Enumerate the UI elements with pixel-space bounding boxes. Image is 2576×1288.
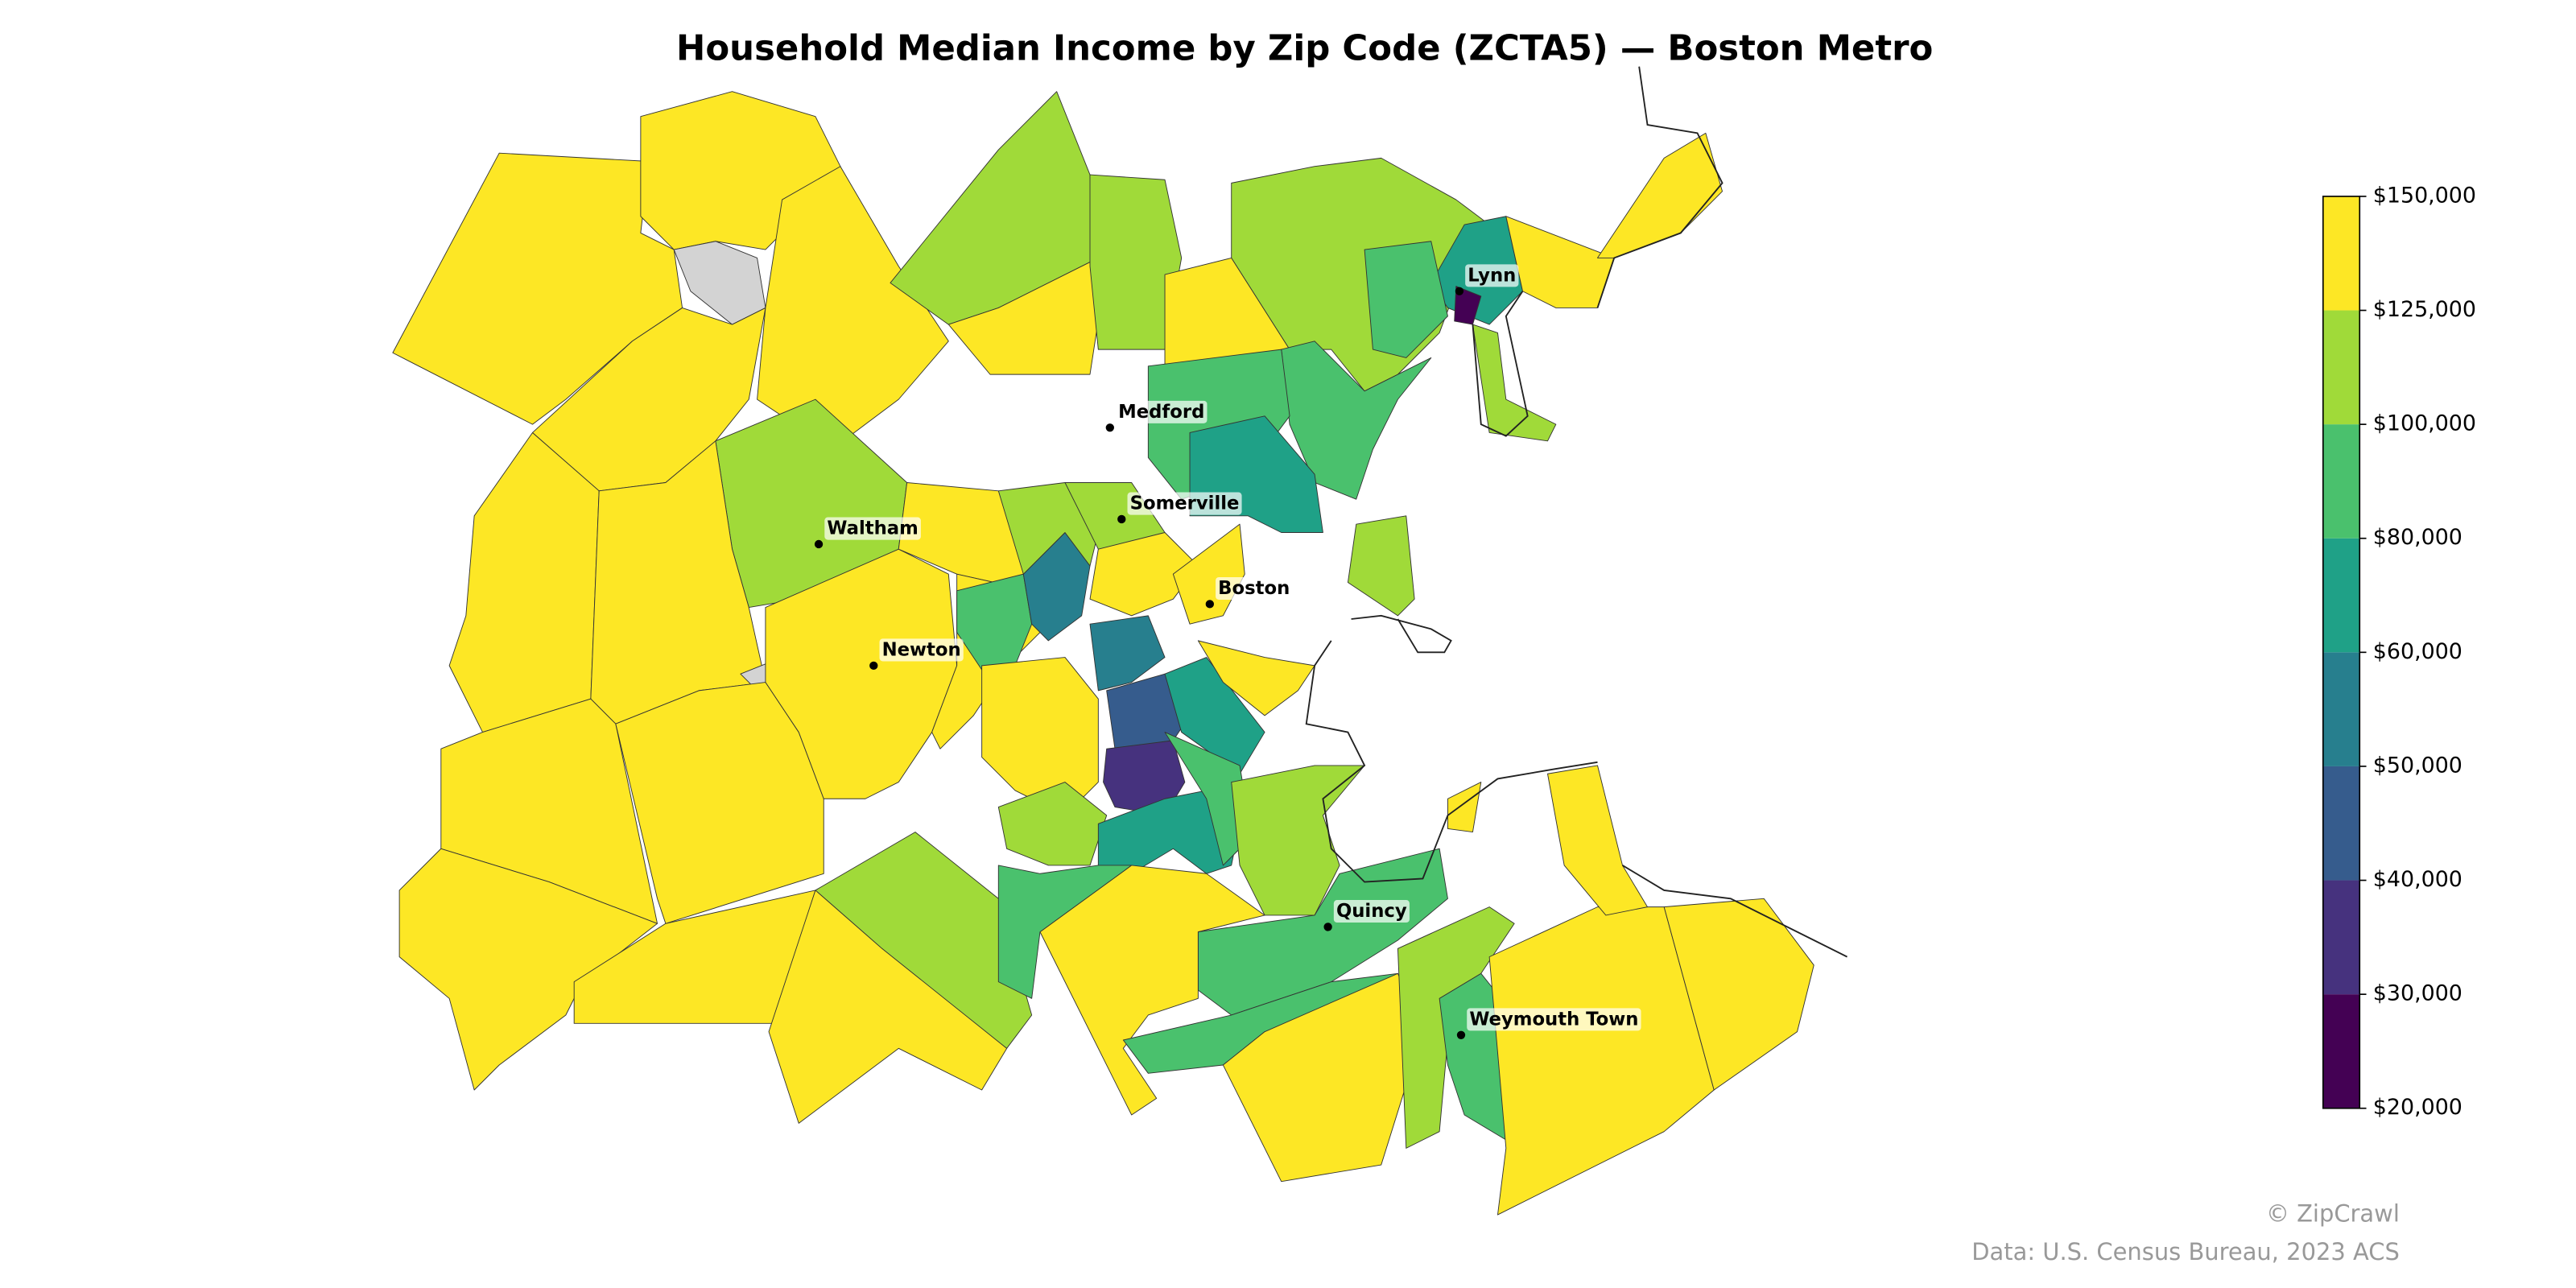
coastline: [1472, 291, 1529, 437]
city-label: Boston: [1218, 578, 1290, 599]
city-labels: Lynn Medford Somerville Waltham Boston Newton…: [814, 264, 1641, 1039]
colorbar-bin: [2322, 196, 2360, 311]
zip-region: [1505, 216, 1615, 308]
zip-region: [768, 890, 1008, 1124]
city-label-bg: [1216, 576, 1293, 601]
city-label-bg: [1127, 492, 1242, 515]
coastline: [1305, 614, 1598, 883]
credit: © ZipCrawl: [2266, 1199, 2400, 1227]
zip-region: [1364, 241, 1448, 358]
zip-region: [1039, 865, 1265, 1116]
city-label-bg: [1467, 1008, 1641, 1031]
zip-region: [448, 432, 600, 733]
regions: [392, 91, 1814, 1216]
colorbar-bin: [2322, 310, 2360, 425]
zip-region: [1197, 640, 1315, 716]
zip-region: [1472, 324, 1557, 442]
zip-region: [1164, 657, 1265, 774]
city-label: Newton: [882, 639, 961, 660]
zip-region: [1547, 765, 1648, 916]
city-label: Waltham: [827, 518, 918, 539]
zip-region: [1281, 341, 1432, 500]
city-label: Weymouth Town: [1469, 1009, 1638, 1030]
coastline: [1622, 865, 1847, 958]
city-label: Medford: [1118, 402, 1204, 423]
colorbar-bin: [2322, 652, 2360, 766]
colorbar-bin: [2322, 880, 2360, 995]
city-marker: [1456, 1030, 1466, 1039]
colorbar-tick-label: $40,000: [2373, 867, 2462, 892]
colorbar-tick-label: $50,000: [2373, 753, 2462, 778]
zip-region: [1347, 515, 1415, 617]
colorbar: $20,000 $30,000 $40,000 $50,000 $60,000 $80,0…: [2322, 183, 2476, 1120]
zip-region: [392, 152, 683, 425]
city-label: Quincy: [1336, 901, 1407, 922]
zip-region: [1172, 523, 1245, 625]
city-marker: [814, 539, 824, 549]
zip-region: [398, 848, 658, 1091]
city-label: Lynn: [1468, 265, 1516, 286]
city-marker: [869, 661, 878, 671]
colorbar-tick-label: $125,000: [2373, 297, 2476, 322]
zip-region: [1089, 532, 1199, 617]
city-label-bg: [824, 517, 921, 540]
zip-region: [1231, 765, 1365, 916]
city-marker: [1117, 514, 1126, 524]
city-label-bg: [1116, 400, 1208, 423]
zip-region: [997, 782, 1108, 866]
city-marker: [1105, 423, 1114, 432]
colorbar-tick-label: $60,000: [2373, 639, 2462, 664]
zip-region: [1597, 132, 1723, 258]
coastline: [1305, 66, 1847, 958]
colorbar-tick-label: $80,000: [2373, 525, 2462, 550]
city-label: Somerville: [1130, 493, 1240, 514]
zip-region: [1089, 615, 1166, 691]
colorbar-tick-label: $150,000: [2373, 183, 2476, 208]
source-note: Data: U.S. Census Bureau, 2023 ACS: [1971, 1238, 2400, 1265]
coastline: [1596, 66, 1724, 308]
colorbar-tick-label: $20,000: [2373, 1095, 2462, 1120]
colorbar-bin: [2322, 424, 2360, 539]
colorbar-tick-label: $30,000: [2373, 981, 2462, 1006]
city-marker: [1323, 923, 1332, 931]
colorbar-tick-label: $100,000: [2373, 411, 2476, 436]
colorbar-bin: [2322, 766, 2360, 881]
colorbar-bin: [2322, 538, 2360, 653]
city-label-bg: [1465, 264, 1519, 287]
zip-region: [1197, 848, 1448, 1016]
zip-region: [757, 166, 949, 450]
zip-region: [1447, 782, 1482, 833]
colorbar-bin: [2322, 994, 2360, 1108]
map-title: Household Median Income by Zip Code (ZCT…: [676, 28, 1933, 68]
city-label-bg: [1333, 899, 1410, 923]
city-label-bg: [879, 638, 964, 662]
zip-region: [1663, 898, 1814, 1091]
city-marker: [1205, 600, 1215, 609]
city-marker: [1455, 287, 1464, 295]
zip-region: [765, 548, 958, 799]
zip-region: [997, 865, 1133, 999]
